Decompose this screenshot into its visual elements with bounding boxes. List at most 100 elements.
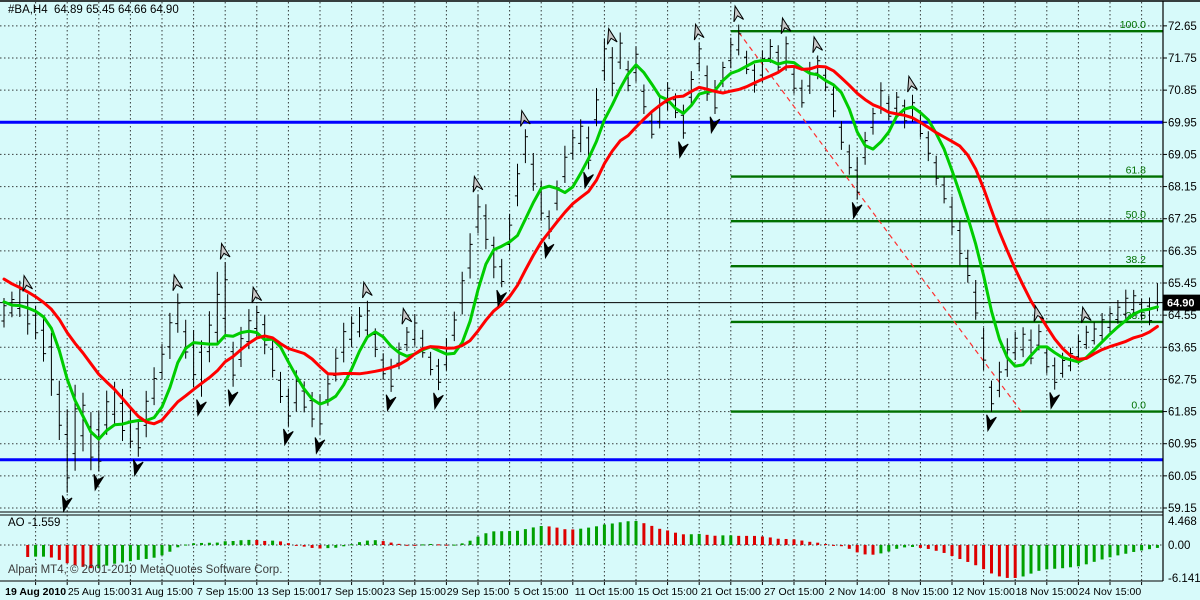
fractal-down-arrow [709,116,721,135]
ao-bar [452,544,456,546]
ao-bar [587,527,591,545]
ao-bar [681,534,685,545]
ao-bar [879,545,883,554]
ao-bar [421,544,425,546]
current-price-badge [1163,294,1200,311]
price-tick-label: 68.15 [1168,182,1197,194]
ao-bar [1092,545,1096,562]
ao-bar [697,533,701,545]
fractal-down-arrow [496,289,507,308]
ao-bar [1069,545,1072,568]
ao-bar [294,544,298,546]
time-tick-label: 21 Oct 15:00 [701,586,761,598]
ao-bar [279,541,282,545]
ao-bar [745,535,749,545]
fractal-down-arrow [132,459,144,477]
fractal-down-arrow [196,399,207,417]
ao-bar [444,544,448,546]
ao-bar [152,545,156,558]
ao-bar [1132,545,1136,552]
ao-bar [365,540,369,545]
ao-bar [950,545,954,557]
fib-level-label: 50.0 [1126,209,1147,221]
fractal-up-arrow [606,27,618,45]
ao-bar [1061,545,1065,569]
time-tick-label: 11 Oct 15:00 [575,586,635,598]
ao-bar [318,545,322,549]
ao-bar [997,545,1001,577]
ao-bar [1124,545,1128,554]
ao-bar [113,545,117,564]
fractal-down-arrow [93,473,105,492]
ao-bar [168,545,172,552]
ao-bar [808,541,812,545]
ao-bar [81,545,85,567]
fractal-up-arrow [251,285,263,304]
ao-bar [926,545,930,549]
time-tick-label: 27 Oct 15:00 [764,586,824,598]
ao-bar [626,521,630,545]
ao-bar [942,545,946,553]
ao-bar [753,535,756,545]
fractal-up-arrow [362,280,373,299]
time-tick-label: 7 Sep 15:00 [197,586,254,598]
ao-bar [342,545,346,547]
fractal-down-arrow [227,389,239,407]
ao-bar [958,545,962,559]
fractal-down-arrow [583,171,594,190]
ao-axis-label: 4.468 [1168,516,1197,528]
ao-bar [1108,545,1112,558]
ma-fast-line [2,59,1159,441]
ao-bar [642,523,646,545]
time-tick-label: 29 Sep 15:00 [447,586,510,598]
ao-bar [911,545,914,547]
price-tick-label: 61.85 [1168,407,1197,419]
ao-bar [413,544,417,546]
fractal-up-arrow [1033,304,1045,322]
ao-bar [255,540,259,545]
ao-bar [286,543,290,545]
fractal-down-arrow [385,394,397,413]
descending-trendline [738,31,1024,415]
ao-bar [776,538,780,545]
ao-bar [97,545,101,569]
price-tick-label: 69.95 [1168,117,1197,129]
fractal-down-arrow [543,241,555,260]
ao-bar [1005,545,1009,578]
price-tick-label: 67.25 [1168,214,1197,226]
ao-bar [966,545,970,562]
ao-bar [184,544,188,546]
ao-bar [689,534,693,545]
ao-bar [895,545,899,549]
ao-bar [105,545,109,566]
time-tick-label: 15 Oct 15:00 [638,586,698,598]
ao-bar [89,545,93,569]
ao-bar [381,541,385,545]
fractal-down-arrow [851,202,863,220]
moving-average-lines [2,59,1159,441]
time-tick-label: 17 Sep 15:00 [320,586,383,598]
fib-level-label: 38.2 [1126,254,1147,266]
ao-bar [1076,545,1080,567]
ao-bar [1021,545,1025,577]
ao-bar [516,530,519,545]
ao-bar [571,529,575,545]
ao-bar [65,545,69,564]
fractal-up-arrow [401,306,413,325]
ao-bar [547,526,551,545]
ao-bar [832,544,835,546]
ao-bar [271,540,275,545]
fractal-up-arrow [1080,305,1092,324]
ao-bar [136,545,140,560]
ao-bar [34,545,38,557]
ao-bar [429,543,433,545]
ao-bar [144,545,148,559]
ao-bar [1100,545,1104,560]
fractal-up-arrow [907,74,918,93]
fractal-arrows [22,4,1092,513]
ao-bar [500,531,504,545]
ao-bar [531,527,535,545]
